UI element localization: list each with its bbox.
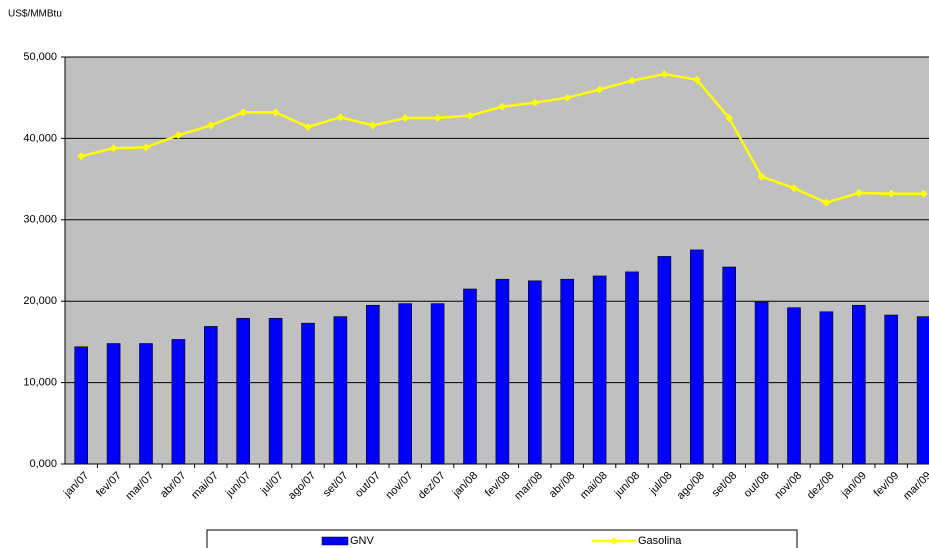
marker xyxy=(790,184,798,193)
y-tick-label: 10,000 xyxy=(23,377,57,389)
x-tick-label: mai/08 xyxy=(578,470,610,502)
y-tick-label: 0,000 xyxy=(29,458,57,470)
bar xyxy=(301,322,315,465)
x-tick-label: fev/08 xyxy=(483,470,513,500)
y-tick-label: 40,000 xyxy=(23,132,57,144)
marker xyxy=(757,172,766,181)
marker xyxy=(336,113,345,122)
marker xyxy=(854,188,863,197)
x-tick-label: jan/08 xyxy=(450,470,480,500)
bar xyxy=(657,256,672,465)
bar xyxy=(365,304,380,465)
x-tick-label: abr/07 xyxy=(158,470,189,501)
marker xyxy=(660,70,669,79)
x-tick-label: jul/07 xyxy=(258,470,286,498)
bar xyxy=(398,303,413,465)
bar xyxy=(916,316,929,465)
legend: GNV Gasolina xyxy=(206,529,798,548)
bar xyxy=(139,343,153,465)
bar xyxy=(268,317,283,465)
legend-label: Gasolina xyxy=(638,535,682,547)
marker xyxy=(628,76,636,85)
marker xyxy=(174,131,183,140)
marker xyxy=(919,189,928,198)
marker xyxy=(466,111,474,120)
bar xyxy=(819,311,834,465)
x-tick-label: jun/07 xyxy=(223,470,253,500)
bar xyxy=(787,307,801,465)
bar xyxy=(430,303,445,465)
y-axis-label: US$/MMBtu xyxy=(8,9,62,20)
x-tick-label: set/08 xyxy=(710,470,740,500)
bar xyxy=(106,343,121,465)
marker xyxy=(887,189,896,198)
x-tick-label: fev/09 xyxy=(872,470,902,500)
x-tick-label: jul/08 xyxy=(647,470,675,498)
x-tick-label: mai/07 xyxy=(189,470,221,502)
x-tick-label: jun/08 xyxy=(612,470,642,500)
bar xyxy=(495,278,510,465)
x-tick-label: mar/07 xyxy=(123,470,156,503)
bar xyxy=(236,317,250,465)
x-tick-label: nov/08 xyxy=(772,470,804,502)
x-tick-label: dez/08 xyxy=(805,470,837,502)
x-tick-label: dez/07 xyxy=(416,470,448,502)
legend-swatch xyxy=(321,536,349,546)
marker xyxy=(498,102,507,111)
bar xyxy=(527,280,542,465)
marker xyxy=(304,123,312,132)
x-tick-label: out/07 xyxy=(353,470,383,500)
bar xyxy=(722,266,737,465)
bar xyxy=(171,339,186,465)
marker xyxy=(563,93,572,102)
legend-box xyxy=(206,529,798,548)
legend-label: GNV xyxy=(350,535,375,547)
marker xyxy=(142,143,150,152)
marker xyxy=(401,114,410,123)
x-tick-label: abr/08 xyxy=(547,470,578,501)
bar xyxy=(754,301,769,465)
marker xyxy=(822,198,831,207)
bar xyxy=(463,288,477,465)
marker xyxy=(206,121,215,130)
bar xyxy=(204,326,218,465)
marker xyxy=(725,114,734,123)
marker xyxy=(368,121,377,130)
bar xyxy=(884,314,899,465)
marker xyxy=(692,75,701,84)
x-tick-label: jan/07 xyxy=(61,470,91,500)
bar xyxy=(592,275,607,465)
y-tick-label: 20,000 xyxy=(23,295,57,307)
y-tick-label: 50,000 xyxy=(23,51,57,63)
bar xyxy=(560,278,575,465)
bar xyxy=(625,271,639,465)
x-tick-label: fev/07 xyxy=(94,470,124,500)
x-tick-label: mar/08 xyxy=(512,470,545,503)
x-tick-label: nov/07 xyxy=(384,470,416,502)
x-tick-label: ago/07 xyxy=(286,470,318,502)
marker xyxy=(433,114,442,123)
marker xyxy=(239,108,248,117)
x-tick-label: set/07 xyxy=(321,470,351,500)
x-tick-label: jan/09 xyxy=(839,470,869,500)
bar xyxy=(333,316,348,465)
marker xyxy=(109,144,118,153)
marker xyxy=(530,98,539,107)
bar xyxy=(74,346,88,465)
y-tick-label: 30,000 xyxy=(23,214,57,226)
plot: 0,000 10,000 20,000 30,000 40,000 50,000 jan/0… xyxy=(23,51,929,502)
bar xyxy=(689,249,704,465)
bar xyxy=(851,304,866,465)
marker xyxy=(77,152,86,161)
marker xyxy=(271,108,280,117)
legend-marker xyxy=(610,537,618,545)
x-tick-label: ago/08 xyxy=(675,470,707,502)
x-tick-label: mar/09 xyxy=(901,470,929,503)
x-tick-label: out/08 xyxy=(742,470,772,500)
marker xyxy=(595,85,604,94)
